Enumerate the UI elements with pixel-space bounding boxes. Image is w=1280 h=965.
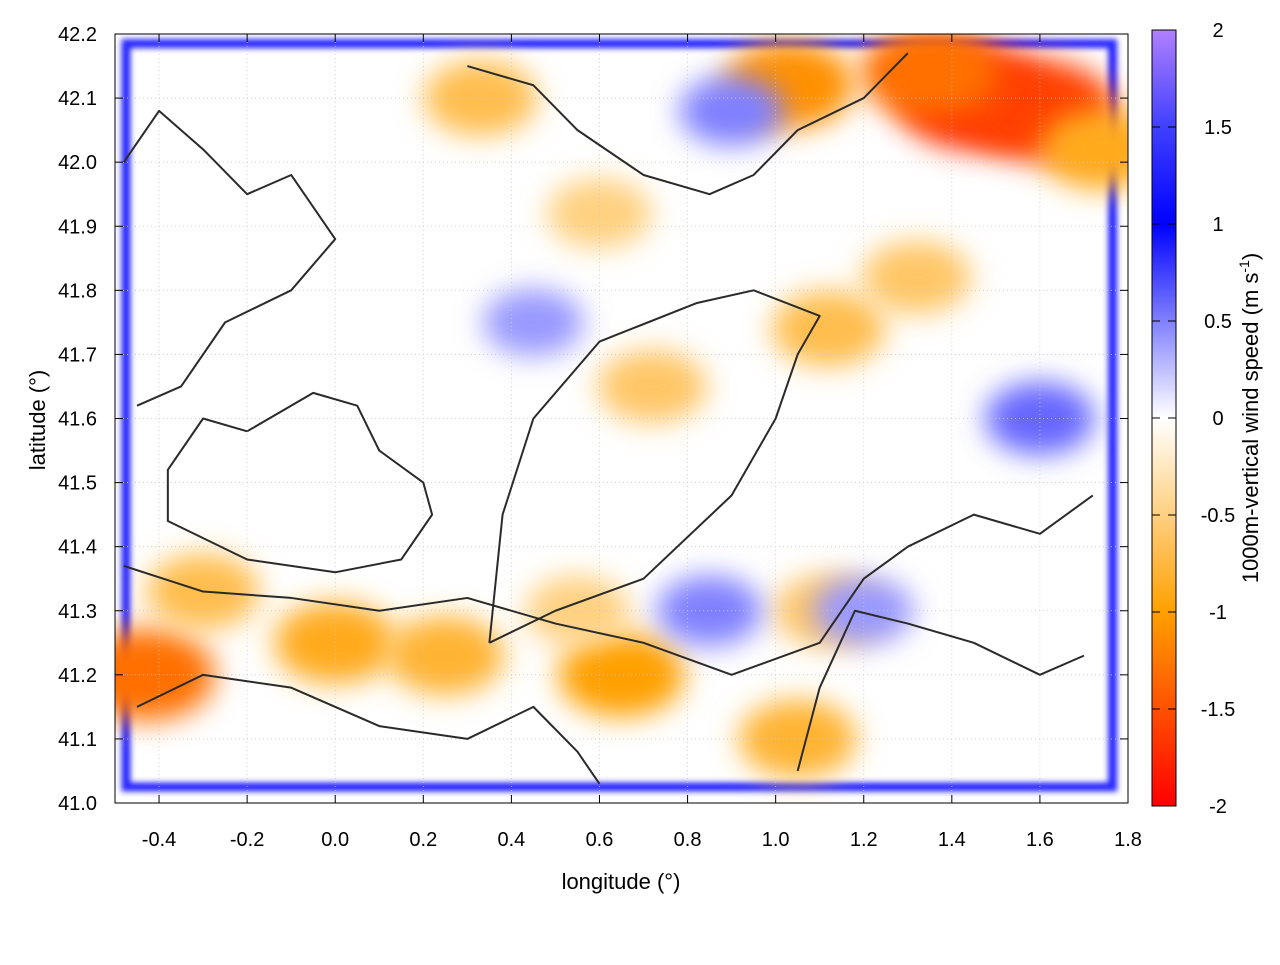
heatmap-cell [423, 60, 538, 136]
x-tick-label: 0.6 [586, 829, 614, 851]
heatmap-cell [483, 288, 584, 356]
y-axis: 41.0 41.1 41.2 41.3 41.4 41.5 41.6 41.7 41.8 41.9… [58, 24, 1128, 815]
y-axis-label: latitude (°) [25, 370, 50, 471]
grid [115, 33, 1129, 804]
x-tick-label: 0.2 [409, 829, 437, 851]
colorbar-tick-label: 0.5 [1204, 311, 1232, 333]
x-tick-label: 1.0 [762, 829, 790, 851]
x-tick-label: -0.4 [142, 829, 176, 851]
y-tick-label: 41.9 [58, 216, 97, 238]
heatmap-cell [860, 34, 1000, 119]
y-tick-label: 41.7 [58, 344, 97, 366]
x-tick-label: 0.8 [674, 829, 702, 851]
boundary-rim [121, 39, 1118, 792]
y-tick-label: 41.1 [58, 729, 97, 751]
x-tick-label: 1.8 [1114, 829, 1142, 851]
heatmap-cell [861, 241, 972, 314]
heatmap-cell [115, 628, 216, 722]
y-tick-label: 41.4 [58, 537, 97, 559]
contour-line [796, 609, 1085, 772]
colorbar-tick-label: 1 [1212, 214, 1223, 236]
heatmap-layer [115, 34, 1128, 792]
contour-line [166, 391, 434, 574]
y-tick-label: 41.3 [58, 601, 97, 623]
heatmap-cell [597, 350, 707, 423]
y-tick-label: 41.2 [58, 665, 97, 687]
contour-layer [122, 52, 1094, 785]
colorbar-ticks: 2 1.5 1 0.5 0 -0.5 -1 -1.5 -2 [1152, 20, 1235, 818]
x-axis: -0.4 -0.2 0.0 0.2 0.4 0.6 0.8 1.0 1.2 1.4 1.6 1.8 [142, 34, 1142, 851]
heatmap-cell [771, 290, 886, 367]
y-tick-label: 42.0 [58, 152, 97, 174]
colorbar-tick-label: 1.5 [1204, 117, 1232, 139]
colorbar-tick-label: -0.5 [1201, 505, 1235, 527]
x-tick-label: 0.0 [321, 829, 349, 851]
colorbar-label: 1000m-vertical wind speed (m s-1) [1236, 253, 1263, 583]
x-tick-label: 1.2 [850, 829, 878, 851]
heatmap-cell [558, 632, 685, 717]
y-tick-label: 42.2 [58, 24, 97, 46]
heatmap-cell [679, 75, 785, 146]
heatmap-cell [1040, 108, 1128, 190]
colorbar-tick-label: -1.5 [1201, 699, 1235, 721]
x-tick-label: 1.6 [1026, 829, 1054, 851]
x-axis-label: longitude (°) [562, 869, 681, 894]
contour-line [136, 673, 601, 785]
y-tick-label: 41.0 [58, 793, 97, 815]
y-tick-label: 41.6 [58, 409, 97, 431]
colorbar-tick-label: -1 [1209, 602, 1227, 624]
contour-line [122, 109, 337, 407]
y-tick-label: 42.1 [58, 88, 97, 110]
x-tick-label: 0.4 [497, 829, 525, 851]
heatmap-cell [524, 575, 630, 646]
heatmap-cell [738, 699, 857, 779]
contour-line [467, 52, 909, 196]
heatmap-cell [546, 178, 652, 249]
colorbar-tick-label: -2 [1209, 796, 1227, 818]
colorbar-tick-label: 0 [1212, 408, 1223, 430]
heatmap-cell [386, 616, 505, 695]
contour-line [488, 289, 821, 644]
x-tick-label: 1.4 [938, 829, 966, 851]
contour-line [123, 494, 1094, 676]
heatmap-cell [657, 575, 763, 646]
colorbar-tick-label: 2 [1212, 20, 1223, 42]
x-tick-label: -0.2 [230, 829, 264, 851]
y-tick-label: 41.5 [58, 473, 97, 495]
y-tick-label: 41.8 [58, 280, 97, 302]
